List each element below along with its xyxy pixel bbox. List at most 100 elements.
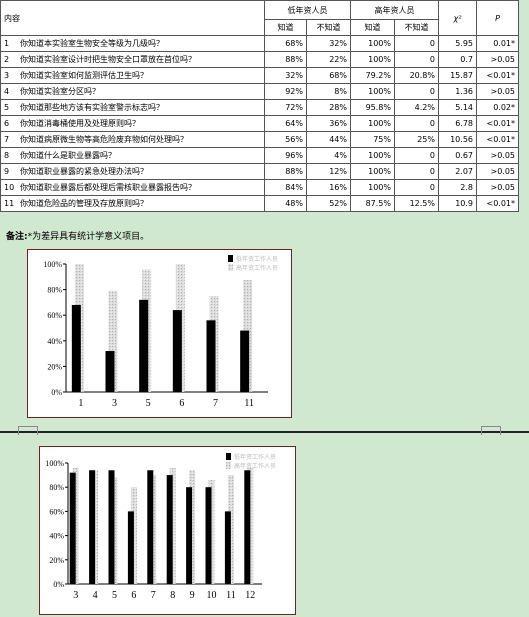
row-item: 6 你知道消毒桶使用及处理原则吗？ xyxy=(0,115,265,132)
header-chi-square: χ² xyxy=(438,0,477,36)
page-separator xyxy=(0,431,529,433)
bar-low xyxy=(244,470,251,584)
x-tick-label: 7 xyxy=(151,590,156,601)
cell-chi-square: 6.78 xyxy=(438,115,477,132)
row-question: 你知道危险品的管理及存放原则吗？ xyxy=(20,199,148,208)
table-row: 4 你知道实验室分区吗？ 92% 8% 100% 0 1.36 >0.05 xyxy=(0,83,519,100)
cell-chi-square: 5.95 xyxy=(438,35,477,52)
row-number: 8 xyxy=(4,151,10,160)
x-tick-label: 1 xyxy=(78,398,83,409)
legend-swatch-high xyxy=(226,462,231,469)
bar-low xyxy=(147,470,154,584)
survey-table: 内容 低年资人员 高年资人员 χ² P 知道 不知道 知道 不知道 1 你知道本实… xyxy=(0,0,519,212)
subheader-high-know: 知道 xyxy=(350,19,395,36)
cell-high-not-know: 25% xyxy=(394,131,439,148)
cell-p-value: >0.05 xyxy=(476,163,519,180)
table-row: 2 你知道实验室设计时把生物安全口罩放在首位吗？ 88% 22% 100% 0 0.7 >0.… xyxy=(0,51,519,68)
cell-chi-square: 15.87 xyxy=(438,67,477,84)
x-tick-label: 5 xyxy=(146,398,151,409)
y-tick-label: 40% xyxy=(47,337,62,346)
header-high-group: 高年资人员 xyxy=(350,0,439,20)
cell-chi-square: 0.67 xyxy=(438,147,477,164)
x-tick-label: 5 xyxy=(112,590,117,601)
bar-low xyxy=(69,472,76,584)
cell-low-know: 84% xyxy=(264,179,307,196)
row-number: 5 xyxy=(4,103,10,112)
row-question: 你知道病原微生物等高危险废弃物如何处理吗？ xyxy=(20,135,188,144)
cell-p-value: <0.01* xyxy=(476,195,519,212)
cell-p-value: >0.05 xyxy=(476,147,519,164)
cell-high-not-know: 20.8% xyxy=(394,67,439,84)
y-tick-label: 0% xyxy=(53,580,64,589)
table-row: 11 你知道危险品的管理及存放原则吗？ 48% 52% 87.5% 12.5% 10.9 <0… xyxy=(0,195,519,212)
cell-low-not-know: 8% xyxy=(306,83,351,100)
bar-low xyxy=(127,511,134,584)
cell-high-know: 79.2% xyxy=(350,67,395,84)
bar-low xyxy=(108,470,115,584)
table-row: 3 你知道实验室如何监测评估卫生吗？ 32% 68% 79.2% 20.8% 15.87 <0… xyxy=(0,67,519,84)
bar-high xyxy=(108,290,118,392)
y-tick-label: 60% xyxy=(47,311,62,320)
x-tick-label: 6 xyxy=(131,590,136,601)
row-number: 1 xyxy=(4,39,10,48)
crop-mark-right xyxy=(481,426,501,435)
subheader-high-not-know: 不知道 xyxy=(394,19,439,36)
x-tick-label: 8 xyxy=(170,590,175,601)
y-tick-label: 60% xyxy=(49,507,64,516)
table-row: 6 你知道消毒桶使用及处理原则吗？ 64% 36% 100% 0 6.78 <0.01* xyxy=(0,115,519,132)
row-question: 你知道实验室如何监测评估卫生吗？ xyxy=(20,71,148,80)
row-item: 10 你知道职业暴露后都处理后需核职业暴露报告吗？ xyxy=(0,179,265,196)
crop-mark-left xyxy=(18,426,38,435)
x-tick-label: 3 xyxy=(112,398,117,409)
table-row: 9 你知道职业暴露的紧急处理办法吗？ 88% 12% 100% 0 2.07 >0.05 xyxy=(0,163,519,180)
cell-low-know: 88% xyxy=(264,163,307,180)
legend-label-high: 高年资工作人员 xyxy=(234,462,276,470)
cell-low-not-know: 32% xyxy=(306,35,351,52)
cell-chi-square: 5.14 xyxy=(438,99,477,116)
note-text: *为差异具有统计学意义项目。 xyxy=(27,232,150,242)
row-question: 你知道消毒桶使用及处理原则吗？ xyxy=(20,119,140,128)
cell-high-know: 95.8% xyxy=(350,99,395,116)
bar-low xyxy=(71,304,81,392)
x-tick-label: 11 xyxy=(226,590,236,601)
cell-high-not-know: 0 xyxy=(394,163,439,180)
bar-low xyxy=(206,320,216,392)
row-item: 8 你知道什么是职业暴露吗？ xyxy=(0,147,265,164)
row-item: 5 你知道那些地方该有实验室警示标志吗？ xyxy=(0,99,265,116)
cell-low-know: 56% xyxy=(264,131,307,148)
row-number: 2 xyxy=(4,55,10,64)
cell-chi-square: 2.07 xyxy=(438,163,477,180)
legend-swatch-low xyxy=(226,453,231,460)
table-row: 1 你知道本实验室生物安全等级为几级吗？ 68% 32% 100% 0 5.95 0.01* xyxy=(0,35,519,52)
cell-high-not-know: 0 xyxy=(394,115,439,132)
cell-high-know: 100% xyxy=(350,163,395,180)
cell-high-know: 100% xyxy=(350,115,395,132)
row-item: 2 你知道实验室设计时把生物安全口罩放在首位吗？ xyxy=(0,51,265,68)
y-tick-label: 20% xyxy=(47,362,62,371)
cell-high-know: 100% xyxy=(350,83,395,100)
table-note: 备注:*为差异具有统计学意义项目。 xyxy=(6,229,149,242)
row-question: 你知道本实验室生物安全等级为几级吗？ xyxy=(20,39,164,48)
cell-low-not-know: 44% xyxy=(306,131,351,148)
row-question: 你知道职业暴露的紧急处理办法吗？ xyxy=(20,167,148,176)
row-question: 你知道那些地方该有实验室警示标志吗？ xyxy=(20,103,164,112)
y-tick-label: 40% xyxy=(49,532,64,541)
row-item: 7 你知道病原微生物等高危险废弃物如何处理吗？ xyxy=(0,131,265,148)
row-number: 7 xyxy=(4,135,10,144)
row-number: 10 xyxy=(4,183,15,192)
chart-2: 0% 20% 40% 60% 80% 100% 3 4 5 6 7 8 9 10 11 12 低年资工作人员高年… xyxy=(45,453,276,601)
cell-low-know: 92% xyxy=(264,83,307,100)
bar-low xyxy=(89,470,96,584)
y-tick-label: 0% xyxy=(51,388,62,397)
table-row: 10 你知道职业暴露后都处理后需核职业暴露报告吗？ 84% 16% 100% 0 2.8 >0… xyxy=(0,179,519,196)
row-question: 你知道实验室分区吗？ xyxy=(20,87,100,96)
cell-low-not-know: 22% xyxy=(306,51,351,68)
bar-low xyxy=(172,310,182,392)
cell-chi-square: 10.56 xyxy=(438,131,477,148)
table-row: 5 你知道那些地方该有实验室警示标志吗？ 72% 28% 95.8% 4.2% 5.14 0.… xyxy=(0,99,519,116)
cell-p-value: 0.02* xyxy=(476,99,519,116)
subheader-low-not-know: 不知道 xyxy=(306,19,351,36)
cell-low-not-know: 12% xyxy=(306,163,351,180)
y-tick-label: 80% xyxy=(47,286,62,295)
